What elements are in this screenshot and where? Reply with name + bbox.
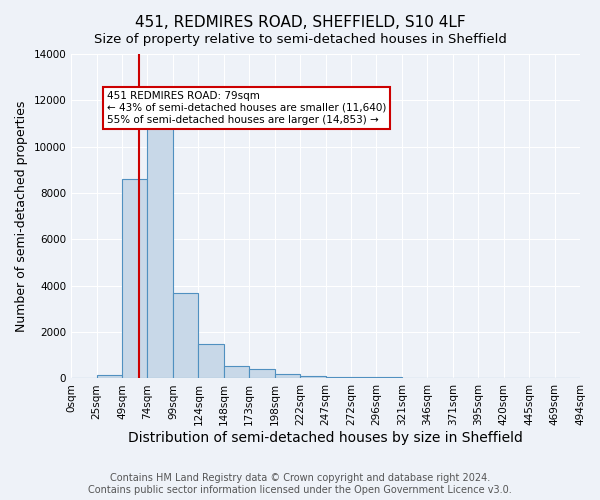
Text: Size of property relative to semi-detached houses in Sheffield: Size of property relative to semi-detach… [94,32,506,46]
Bar [173,292,199,378]
Bar [249,369,275,378]
Bar [224,366,249,378]
Bar [148,121,173,378]
Y-axis label: Number of semi-detached properties: Number of semi-detached properties [15,100,28,332]
Bar [97,375,122,378]
Bar [122,179,148,378]
Text: 451, REDMIRES ROAD, SHEFFIELD, S10 4LF: 451, REDMIRES ROAD, SHEFFIELD, S10 4LF [134,15,466,30]
Text: 451 REDMIRES ROAD: 79sqm
← 43% of semi-detached houses are smaller (11,640)
55% : 451 REDMIRES ROAD: 79sqm ← 43% of semi-d… [107,92,386,124]
Bar [275,374,300,378]
Text: Contains HM Land Registry data © Crown copyright and database right 2024.
Contai: Contains HM Land Registry data © Crown c… [88,474,512,495]
X-axis label: Distribution of semi-detached houses by size in Sheffield: Distribution of semi-detached houses by … [128,431,523,445]
Bar [300,376,326,378]
Bar [199,344,224,378]
